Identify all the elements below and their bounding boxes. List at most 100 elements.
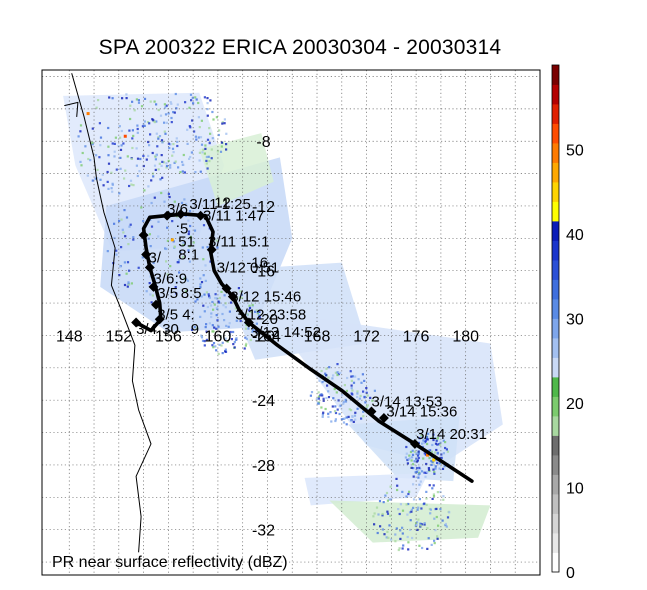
reflectivity-pixel [228, 333, 232, 336]
reflectivity-pixel [77, 135, 80, 138]
reflectivity-pixel [119, 265, 122, 268]
reflectivity-pixel [205, 338, 208, 341]
reflectivity-pixel [350, 409, 353, 412]
reflectivity-pixel [206, 114, 209, 117]
reflectivity-pixel [218, 129, 221, 132]
track-marker [141, 249, 152, 260]
reflectivity-pixel [418, 544, 421, 547]
reflectivity-pixel [257, 314, 261, 317]
reflectivity-pixel [401, 509, 405, 512]
reflectivity-pixel [140, 105, 144, 108]
reflectivity-pixel [126, 155, 129, 158]
reflectivity-pixel [223, 294, 226, 297]
reflectivity-pixel [102, 184, 105, 187]
reflectivity-pixel [170, 116, 173, 120]
reflectivity-pixel [389, 514, 392, 517]
reflectivity-pixel [327, 396, 331, 399]
reflectivity-pixel [206, 305, 209, 309]
reflectivity-pixel [87, 157, 90, 161]
track-label: 3/ [149, 250, 162, 267]
reflectivity-pixel [433, 472, 436, 475]
reflectivity-pixel [431, 497, 434, 500]
reflectivity-pixel [256, 310, 259, 314]
reflectivity-pixel [358, 397, 361, 400]
reflectivity-pixel [327, 376, 330, 379]
reflectivity-pixel [131, 146, 134, 150]
reflectivity-pixel [430, 450, 433, 453]
reflectivity-pixel [432, 468, 435, 471]
reflectivity-pixel [435, 439, 438, 442]
colorbar-swatch [552, 201, 559, 222]
reflectivity-pixel [212, 346, 215, 349]
reflectivity-pixel [256, 331, 260, 334]
reflectivity-pixel [434, 529, 437, 532]
reflectivity-pixel [258, 310, 261, 313]
reflectivity-pixel [411, 536, 414, 540]
reflectivity-pixel [212, 308, 215, 311]
reflectivity-pixel [419, 468, 422, 471]
reflectivity-pixel [381, 528, 384, 531]
reflectivity-pixel [332, 397, 335, 400]
reflectivity-pixel [251, 330, 254, 333]
reflectivity-pixel [234, 307, 237, 310]
track-label: 3/4 [136, 321, 157, 338]
reflectivity-pixel [187, 249, 190, 252]
reflectivity-pixel [131, 129, 134, 132]
reflectivity-pixel [142, 154, 145, 157]
track-marker [162, 210, 173, 221]
reflectivity-pixel [422, 439, 425, 442]
reflectivity-pixel [125, 216, 129, 219]
reflectivity-pixel [176, 103, 179, 106]
reflectivity-pixel [202, 224, 206, 227]
reflectivity-pixel [338, 412, 341, 416]
reflectivity-pixel [128, 225, 131, 228]
reflectivity-pixel [421, 546, 424, 550]
reflectivity-pixel [423, 471, 426, 474]
reflectivity-pixel [200, 295, 203, 298]
reflectivity-pixel [439, 443, 442, 446]
reflectivity-pixel [350, 387, 353, 390]
reflectivity-pixel [334, 405, 337, 408]
reflectivity-pixel [188, 125, 191, 128]
reflectivity-pixel [223, 122, 226, 125]
reflectivity-pixel [436, 437, 439, 440]
reflectivity-pixel [433, 437, 436, 440]
reflectivity-pixel [436, 535, 439, 538]
reflectivity-pixel [181, 170, 184, 173]
reflectivity-pixel [224, 306, 227, 309]
reflectivity-pixel [321, 381, 324, 384]
reflectivity-pixel [199, 286, 202, 289]
reflectivity-pixel [217, 325, 220, 328]
reflectivity-pixel [434, 467, 437, 470]
reflectivity-pixel [401, 526, 404, 529]
reflectivity-pixel [111, 97, 114, 100]
reflectivity-pixel [129, 117, 132, 121]
reflectivity-pixel [164, 106, 167, 109]
longitude-label: 180 [452, 328, 479, 345]
reflectivity-pixel [130, 282, 133, 285]
reflectivity-pixel [188, 157, 191, 160]
reflectivity-pixel [412, 483, 415, 486]
reflectivity-pixel [325, 367, 328, 370]
reflectivity-pixel [175, 107, 178, 110]
reflectivity-pixel [197, 101, 200, 105]
reflectivity-pixel [132, 236, 135, 239]
reflectivity-pixel [397, 548, 400, 552]
reflectivity-pixel [208, 296, 211, 299]
reflectivity-pixel [201, 246, 204, 249]
reflectivity-pixel [216, 150, 219, 153]
reflectivity-pixel [324, 372, 327, 375]
longitude-label: 152 [105, 328, 132, 345]
reflectivity-pixel [135, 164, 138, 167]
reflectivity-pixel [175, 281, 178, 284]
reflectivity-pixel [442, 495, 445, 498]
reflectivity-pixel [356, 407, 359, 410]
reflectivity-pixel [249, 310, 253, 313]
reflectivity-pixel [445, 448, 448, 451]
colorbar-swatch [552, 162, 559, 183]
reflectivity-pixel [84, 145, 87, 148]
reflectivity-pixel [167, 159, 170, 162]
reflectivity-pixel [371, 399, 374, 402]
track-marker [154, 314, 165, 325]
track-marker [175, 209, 186, 220]
